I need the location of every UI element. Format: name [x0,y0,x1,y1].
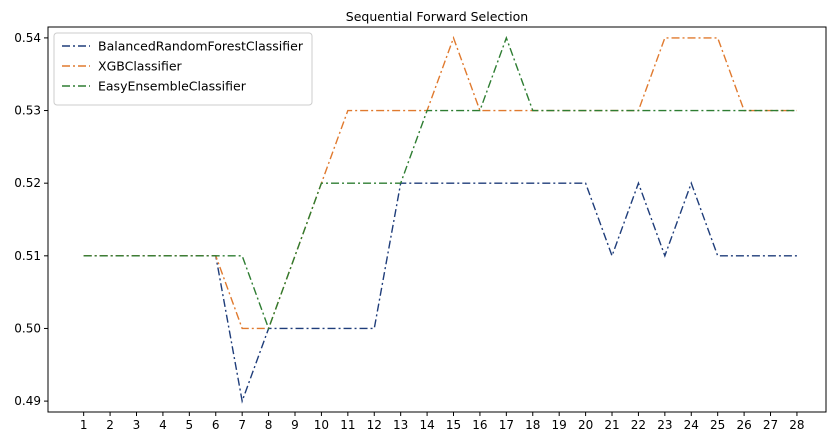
legend-label: EasyEnsembleClassifier [98,79,247,94]
series-layer [83,35,797,404]
x-tick-label: 4 [159,418,167,432]
x-tick-label: 24 [684,418,699,432]
legend-label: XGBClassifier [98,59,183,74]
x-tick-label: 14 [419,418,434,432]
x-tick-label: 21 [604,418,619,432]
y-tick-label: 0.49 [14,394,41,408]
x-tick-label: 9 [291,418,299,432]
legend-frame [53,32,313,106]
x-tick-label: 27 [763,418,778,432]
x-tick-label: 18 [525,418,540,432]
x-tick-label: 15 [446,418,461,432]
x-tick-label: 10 [314,418,329,432]
x-axis: 1 2 3 4 5 6 7 8 9 10 11 12 13 14 15 16 17 18 19 20 21 22 23 24 2… [80,412,805,432]
x-tick-label: 5 [186,418,194,432]
x-tick-label: 19 [552,418,567,432]
x-tick-label: 17 [499,418,514,432]
x-tick-label: 25 [710,418,725,432]
x-tick-label: 16 [472,418,487,432]
series-line-EasyEnsembleClassifier [83,35,797,331]
x-tick-label: 26 [736,418,751,432]
x-tick-label: 2 [106,418,114,432]
x-tick-label: 20 [578,418,593,432]
y-tick-label: 0.54 [14,31,41,45]
y-tick-label: 0.52 [14,176,41,190]
x-tick-label: 1 [80,418,88,432]
legend-label: BalancedRandomForestClassifier [98,39,304,54]
chart-title: Sequential Forward Selection [346,9,528,24]
x-tick-label: 3 [133,418,141,432]
x-tick-label: 13 [393,418,408,432]
y-axis: 0.49 0.50 0.51 0.52 0.53 0.54 [14,31,48,408]
y-tick-label: 0.51 [14,249,41,263]
x-tick-label: 12 [367,418,382,432]
y-tick-label: 0.50 [14,321,41,335]
x-tick-label: 8 [265,418,273,432]
x-tick-label: 23 [657,418,672,432]
legend: BalancedRandomForestClassifier XGBClassif… [53,32,313,106]
x-tick-label: 22 [631,418,646,432]
plot-area-frame [47,26,827,413]
x-tick-label: 28 [789,418,804,432]
x-tick-label: 7 [238,418,246,432]
x-tick-label: 6 [212,418,220,432]
y-tick-label: 0.53 [14,104,41,118]
x-tick-label: 11 [340,418,355,432]
series-line-BalancedRandomForestClassifier [83,181,797,404]
